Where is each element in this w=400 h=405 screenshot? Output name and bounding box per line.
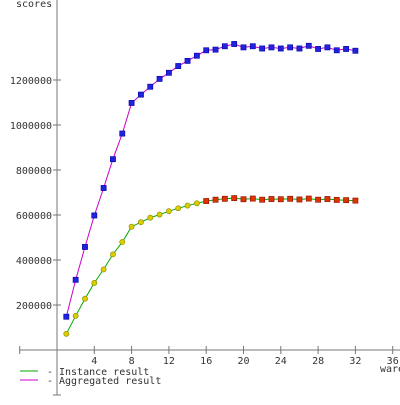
data-point-s1-4 — [91, 212, 98, 219]
data-point-s0-23 — [268, 196, 275, 202]
data-point-s0-17 — [212, 196, 219, 203]
data-point-s1-11 — [156, 75, 163, 82]
y-tick-label-400000: 400000 — [16, 256, 52, 267]
data-point-s0-3 — [82, 295, 88, 302]
data-point-s0-13 — [175, 205, 182, 212]
series-line-0 — [65, 197, 356, 335]
data-point-s1-32 — [352, 47, 359, 54]
data-point-s1-29 — [324, 44, 331, 51]
data-point-s1-8 — [128, 100, 135, 106]
data-point-s1-27 — [305, 42, 312, 49]
data-point-s1-14 — [184, 57, 191, 64]
data-point-s1-5 — [100, 185, 107, 191]
data-point-s0-26 — [296, 196, 303, 203]
x-tick-label-32: 32 — [349, 356, 361, 367]
data-point-s0-10 — [147, 214, 154, 221]
data-point-s0-7 — [119, 239, 126, 245]
x-tick-label-8: 8 — [129, 356, 135, 367]
data-point-s0-15 — [193, 200, 200, 207]
data-point-s1-17 — [212, 46, 219, 53]
x-tick-label-16: 16 — [200, 356, 212, 367]
data-point-s1-15 — [193, 52, 200, 59]
data-point-s1-19 — [231, 41, 238, 47]
data-point-s0-25 — [287, 195, 294, 202]
data-point-s1-1 — [63, 313, 70, 320]
data-point-s1-24 — [277, 45, 284, 52]
y-tick-label-800000: 800000 — [16, 166, 52, 177]
data-point-s0-14 — [184, 202, 191, 209]
series-line-1 — [65, 43, 356, 317]
y-tick-label-1000000: 1000000 — [10, 121, 52, 132]
x-tick-label-28: 28 — [312, 356, 324, 367]
y-tick-label-600000: 600000 — [16, 211, 52, 222]
data-point-s0-27 — [305, 195, 312, 202]
ticks: 4 8 12 16 20 24 28 32 36 200000 400000 600000 800000… — [10, 76, 399, 367]
data-point-s0-28 — [315, 196, 321, 203]
data-point-s1-13 — [175, 63, 182, 69]
data-point-s1-2 — [72, 276, 79, 283]
data-point-s0-4 — [91, 280, 98, 286]
data-point-s0-11 — [156, 211, 163, 218]
data-point-s0-19 — [231, 195, 238, 202]
data-point-s1-23 — [268, 44, 275, 51]
x-tick-label-20: 20 — [237, 356, 249, 367]
data-point-s0-29 — [324, 196, 331, 202]
data-point-s1-26 — [296, 45, 303, 52]
x-tick-label-12: 12 — [163, 356, 175, 367]
data-point-s0-22 — [259, 196, 266, 203]
legend-dash-instance: - — [47, 367, 53, 378]
data-point-s1-28 — [315, 46, 321, 52]
data-point-s0-24 — [277, 196, 284, 203]
data-point-s0-16 — [203, 198, 210, 204]
data-point-s0-6 — [110, 251, 116, 258]
x-tick-label-4: 4 — [91, 356, 97, 367]
data-point-s0-1 — [63, 330, 70, 337]
y-axis-title: scores — [16, 0, 52, 10]
axes — [19, 0, 400, 396]
data-point-s0-30 — [333, 197, 340, 203]
data-point-s0-18 — [221, 195, 228, 202]
data-point-s1-30 — [333, 47, 340, 54]
data-point-s0-2 — [72, 312, 79, 319]
series — [63, 41, 359, 337]
data-point-s0-20 — [240, 196, 247, 203]
legend: - Instance result - Aggregated result — [20, 367, 161, 387]
data-point-s1-6 — [110, 156, 116, 163]
data-point-s1-16 — [203, 47, 210, 54]
y-tick-label-200000: 200000 — [16, 301, 52, 312]
data-point-s1-25 — [287, 44, 294, 51]
data-point-s0-12 — [165, 208, 172, 215]
data-point-s0-8 — [128, 223, 135, 230]
data-point-s1-10 — [147, 83, 154, 90]
data-point-s1-7 — [119, 130, 126, 137]
legend-dash-aggregated: - — [47, 376, 53, 387]
x-axis-title: wares — [380, 364, 400, 375]
legend-label-aggregated: Aggregated result — [59, 376, 161, 387]
data-point-s0-32 — [352, 197, 359, 204]
data-point-s1-18 — [221, 43, 228, 50]
data-point-s0-31 — [343, 197, 349, 204]
y-tick-label-1200000: 1200000 — [10, 76, 52, 87]
data-point-s1-12 — [166, 69, 172, 76]
data-point-s0-9 — [138, 219, 144, 226]
data-point-s1-31 — [343, 46, 349, 52]
x-tick-label-24: 24 — [275, 356, 287, 367]
data-point-s1-3 — [82, 244, 88, 250]
data-point-s1-21 — [249, 43, 256, 50]
data-point-s1-22 — [259, 45, 266, 52]
data-point-s1-9 — [138, 91, 144, 98]
data-point-s0-21 — [249, 195, 256, 202]
x-tick-label-36: 36 — [387, 356, 399, 367]
data-point-s1-20 — [240, 44, 247, 51]
legend-label-instance: Instance result — [59, 367, 149, 378]
data-point-s0-5 — [100, 266, 107, 273]
